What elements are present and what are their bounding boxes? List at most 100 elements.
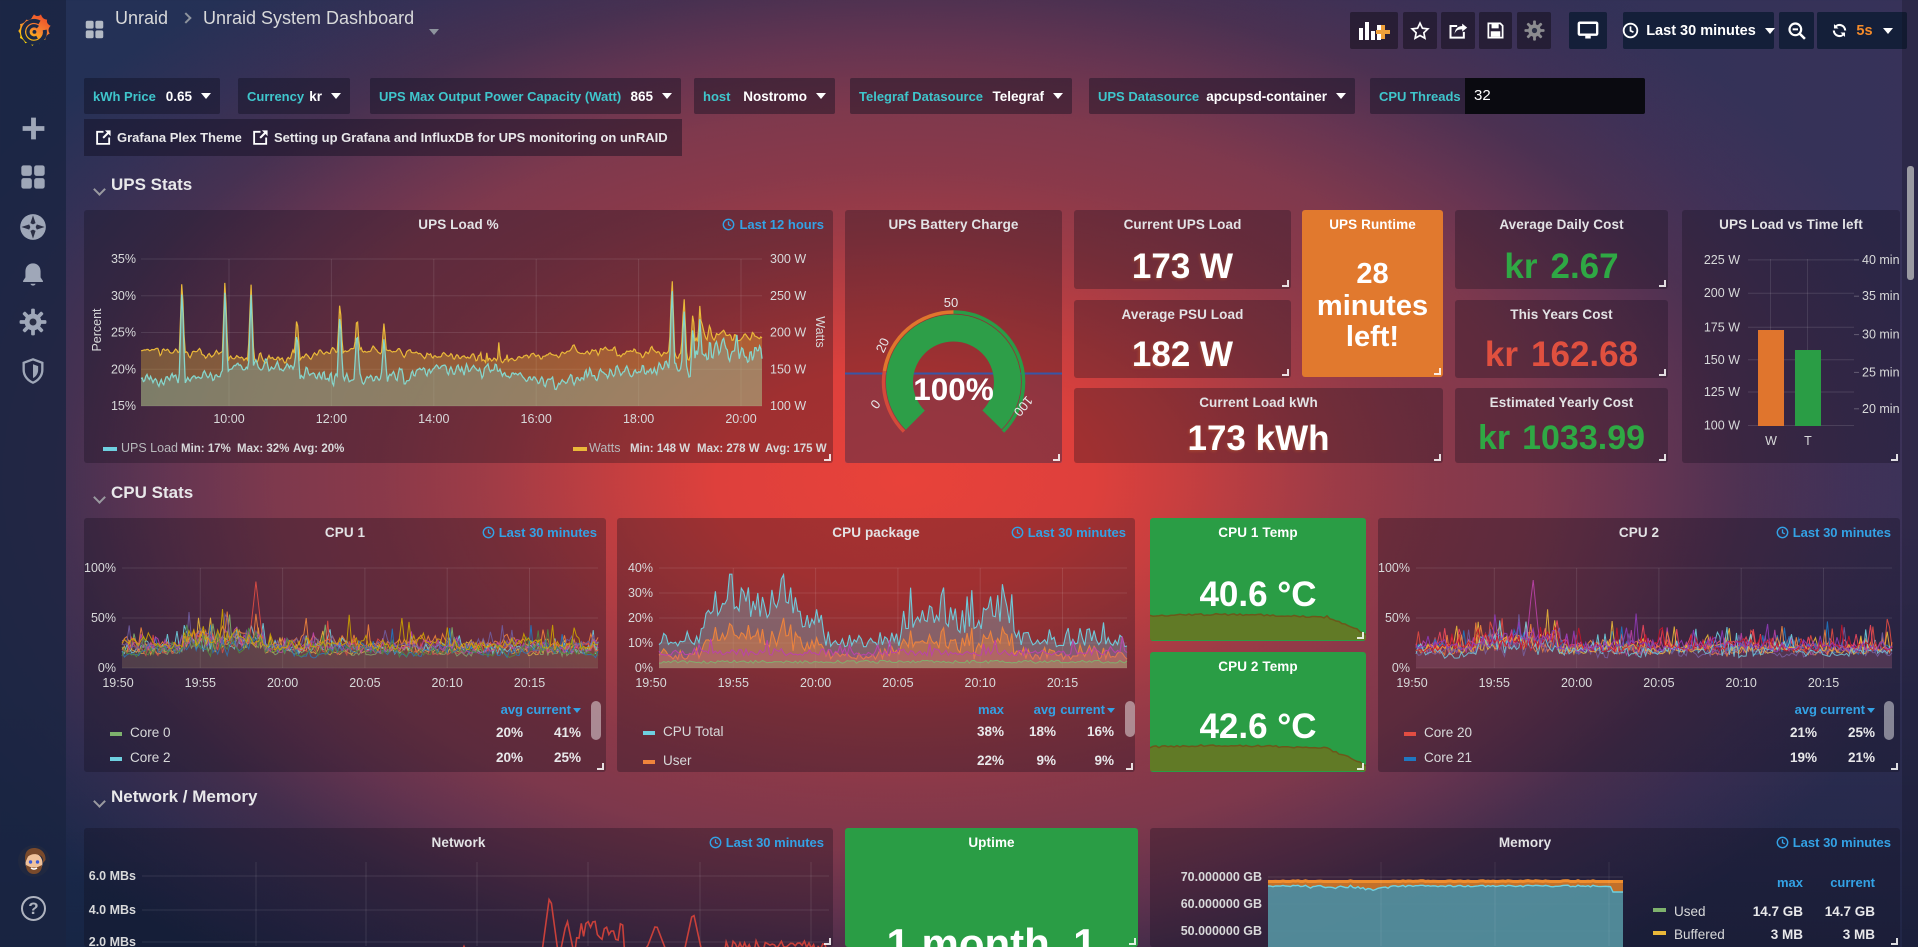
svg-text:10:00: 10:00 <box>213 412 244 426</box>
svg-text:3 MB: 3 MB <box>1843 927 1876 942</box>
svg-text:125 W: 125 W <box>1704 385 1740 399</box>
svg-text:35%: 35% <box>111 252 136 266</box>
svg-text:100%: 100% <box>1378 561 1410 575</box>
svg-text:30%: 30% <box>628 586 653 600</box>
svg-text:20%: 20% <box>496 725 523 740</box>
svg-text:Used: Used <box>1674 904 1706 919</box>
svg-text:T: T <box>1804 434 1812 448</box>
svg-text:20%: 20% <box>496 750 523 765</box>
svg-text:Buffered: Buffered <box>1674 927 1725 942</box>
svg-text:30 min: 30 min <box>1862 328 1900 342</box>
svg-text:41%: 41% <box>554 725 581 740</box>
svg-text:150 W: 150 W <box>1704 353 1740 367</box>
svg-text:2.0 MBs: 2.0 MBs <box>89 935 136 947</box>
svg-text:100%: 100% <box>913 371 994 407</box>
svg-text:current: current <box>526 702 571 717</box>
svg-text:150 W: 150 W <box>770 362 806 376</box>
svg-text:avg: avg <box>501 702 523 717</box>
svg-text:max: max <box>978 702 1005 717</box>
svg-text:20:00: 20:00 <box>725 412 756 426</box>
svg-text:35 min: 35 min <box>1862 289 1900 303</box>
svg-text:20:00: 20:00 <box>267 676 298 690</box>
svg-text:19%: 19% <box>1790 750 1817 765</box>
svg-text:20:00: 20:00 <box>800 676 831 690</box>
svg-text:Min: 17%: Min: 17% <box>181 443 231 455</box>
svg-text:20:10: 20:10 <box>965 676 996 690</box>
svg-text:20:15: 20:15 <box>1047 676 1078 690</box>
svg-text:25%: 25% <box>554 750 581 765</box>
svg-text:250 W: 250 W <box>770 289 806 303</box>
svg-text:max: max <box>1777 875 1804 890</box>
svg-text:18:00: 18:00 <box>623 412 654 426</box>
svg-text:19:50: 19:50 <box>635 676 666 690</box>
svg-text:19:55: 19:55 <box>718 676 749 690</box>
svg-text:Core 20: Core 20 <box>1424 725 1472 740</box>
svg-text:CPU Total: CPU Total <box>663 724 724 739</box>
svg-text:25 min: 25 min <box>1862 365 1900 379</box>
svg-text:200 W: 200 W <box>1704 286 1740 300</box>
svg-text:UPS Load: UPS Load <box>121 441 178 455</box>
svg-text:70.000000 GB: 70.000000 GB <box>1181 870 1262 884</box>
svg-text:50%: 50% <box>91 611 116 625</box>
svg-text:40 min: 40 min <box>1862 253 1900 267</box>
svg-text:38%: 38% <box>977 724 1004 739</box>
svg-text:6.0 MBs: 6.0 MBs <box>89 869 136 883</box>
svg-text:20%: 20% <box>628 611 653 625</box>
svg-text:20:05: 20:05 <box>1643 676 1674 690</box>
svg-text:175 W: 175 W <box>1704 320 1740 334</box>
svg-text:W: W <box>1765 434 1777 448</box>
svg-text:9%: 9% <box>1036 753 1056 768</box>
svg-text:100%: 100% <box>84 561 116 575</box>
svg-text:Core 0: Core 0 <box>130 725 171 740</box>
svg-text:avg: avg <box>1795 702 1817 717</box>
svg-text:Avg: 175 W: Avg: 175 W <box>765 443 827 455</box>
svg-text:4.0 MBs: 4.0 MBs <box>89 903 136 917</box>
svg-text:12:00: 12:00 <box>316 412 347 426</box>
svg-text:current: current <box>1060 702 1105 717</box>
svg-text:Percent: Percent <box>90 308 104 352</box>
svg-text:Max: 278 W: Max: 278 W <box>697 443 760 455</box>
svg-text:50: 50 <box>944 295 958 310</box>
svg-text:current: current <box>1830 875 1875 890</box>
svg-text:19:55: 19:55 <box>1479 676 1510 690</box>
svg-text:60.000000 GB: 60.000000 GB <box>1181 897 1262 911</box>
svg-text:14:00: 14:00 <box>418 412 449 426</box>
svg-text:50.000000 GB: 50.000000 GB <box>1181 924 1262 938</box>
svg-text:Min: 148 W: Min: 148 W <box>630 443 690 455</box>
svg-text:Watts: Watts <box>589 441 620 455</box>
svg-text:16:00: 16:00 <box>521 412 552 426</box>
svg-text:0%: 0% <box>98 661 116 675</box>
svg-text:20:00: 20:00 <box>1561 676 1592 690</box>
svg-text:20:05: 20:05 <box>882 676 913 690</box>
svg-text:20 min: 20 min <box>1862 402 1900 416</box>
svg-text:Core 21: Core 21 <box>1424 750 1472 765</box>
svg-text:Watts: Watts <box>813 316 827 347</box>
svg-text:Core 2: Core 2 <box>130 750 171 765</box>
svg-text:225 W: 225 W <box>1704 253 1740 267</box>
svg-text:19:50: 19:50 <box>1396 676 1427 690</box>
svg-text:User: User <box>663 753 692 768</box>
svg-text:9%: 9% <box>1094 753 1114 768</box>
svg-text:19:55: 19:55 <box>185 676 216 690</box>
svg-text:3 MB: 3 MB <box>1771 927 1804 942</box>
svg-text:0%: 0% <box>635 661 653 675</box>
svg-text:20:15: 20:15 <box>1808 676 1839 690</box>
svg-text:100 W: 100 W <box>770 399 806 413</box>
svg-text:14.7 GB: 14.7 GB <box>1825 904 1876 919</box>
svg-text:0%: 0% <box>1392 661 1410 675</box>
svg-text:25%: 25% <box>111 326 136 340</box>
svg-text:20:05: 20:05 <box>349 676 380 690</box>
svg-text:20:15: 20:15 <box>514 676 545 690</box>
svg-text:30%: 30% <box>111 289 136 303</box>
svg-text:20:10: 20:10 <box>1726 676 1757 690</box>
svg-text:avg: avg <box>1034 702 1056 717</box>
svg-text:current: current <box>1820 702 1865 717</box>
svg-text:15%: 15% <box>111 399 136 413</box>
svg-text:200 W: 200 W <box>770 326 806 340</box>
svg-text:16%: 16% <box>1087 724 1114 739</box>
svg-text:21%: 21% <box>1848 750 1875 765</box>
svg-text:14.7 GB: 14.7 GB <box>1753 904 1804 919</box>
svg-text:100 W: 100 W <box>1704 419 1740 433</box>
svg-text:10%: 10% <box>628 636 653 650</box>
svg-text:21%: 21% <box>1790 725 1817 740</box>
